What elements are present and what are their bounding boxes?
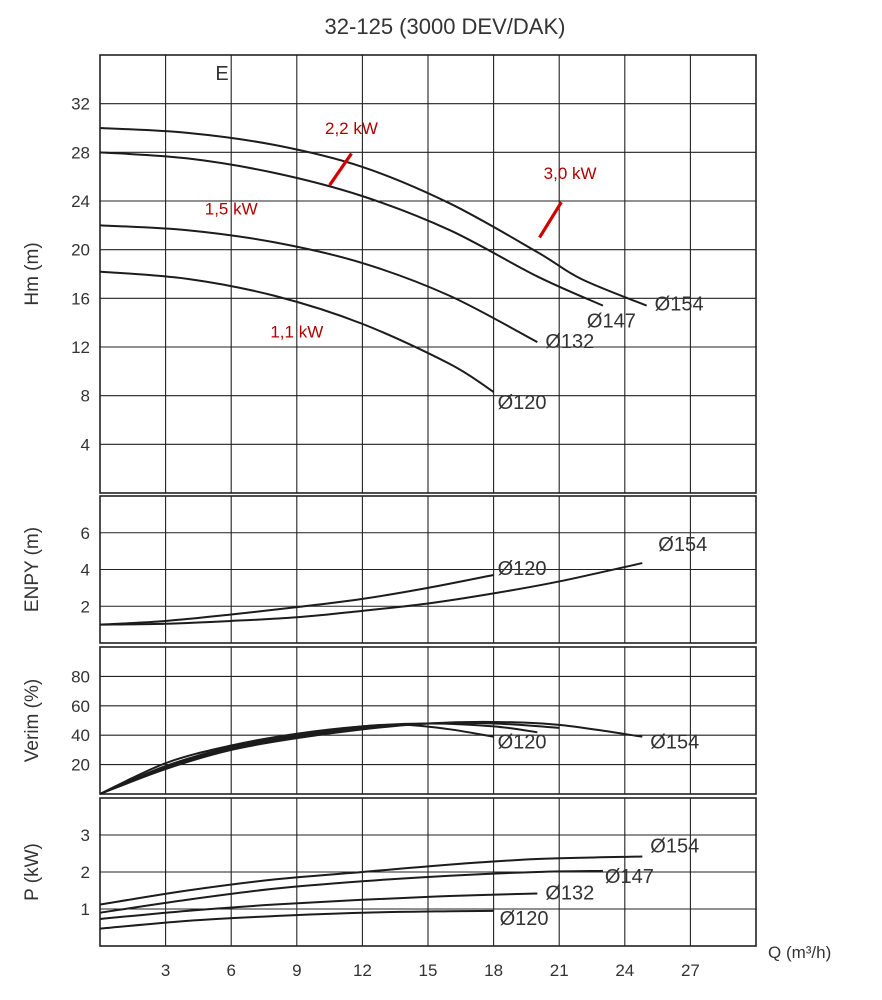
y-tick-label: 60 xyxy=(71,697,90,716)
x-tick-label: 3 xyxy=(161,961,170,980)
y-tick-label: 4 xyxy=(81,561,90,580)
y-tick-label: 20 xyxy=(71,241,90,260)
y-tick-label: 32 xyxy=(71,95,90,114)
y-axis-label: Verim (%) xyxy=(22,679,43,762)
panel-letter: E xyxy=(215,63,228,85)
series-label: Ø147 xyxy=(587,311,636,333)
x-axis-label: Q (m³/h) xyxy=(768,943,831,962)
x-tick-label: 9 xyxy=(292,961,301,980)
x-tick-label: 24 xyxy=(615,961,634,980)
x-tick-label: 21 xyxy=(550,961,569,980)
power-label: 2,2 kW xyxy=(325,119,378,138)
x-tick-label: 27 xyxy=(681,961,700,980)
series-label: Ø120 xyxy=(500,908,549,930)
series-label: Ø120 xyxy=(498,558,547,580)
series-label: Ø132 xyxy=(545,331,594,353)
panel-power: 1 2 3 P (kW) Ø154 Ø147 Ø132 Ø120 xyxy=(22,797,757,947)
y-tick-label: 1 xyxy=(81,900,90,919)
series-line xyxy=(99,869,603,914)
series-line xyxy=(99,574,494,626)
series-label: Ø120 xyxy=(498,392,547,414)
y-tick-label: 16 xyxy=(71,289,90,308)
y-tick-label: 20 xyxy=(71,756,90,775)
series-label: Ø154 xyxy=(650,835,699,857)
y-axis-label: Hm (m) xyxy=(22,242,43,305)
y-tick-label: 24 xyxy=(71,192,90,211)
panel-verim: 20 40 60 80 Verim (%) Ø120 Ø154 xyxy=(22,646,757,795)
y-tick-label: 40 xyxy=(71,726,90,745)
x-tick-label: 18 xyxy=(484,961,503,980)
y-tick-label: 6 xyxy=(81,524,90,543)
power-mark xyxy=(538,201,563,239)
series-label: Ø147 xyxy=(605,866,654,888)
series-line xyxy=(99,723,494,795)
chart-title: 32-125 (3000 DEV/DAK) xyxy=(325,14,566,39)
series-line xyxy=(99,720,643,795)
series-label: Ø120 xyxy=(498,732,547,754)
y-tick-label: 8 xyxy=(81,387,90,406)
panel-frame xyxy=(99,54,757,494)
series-line xyxy=(99,127,648,307)
series-line xyxy=(99,855,643,906)
series-line xyxy=(99,722,538,795)
series-line xyxy=(99,892,538,920)
power-mark xyxy=(328,152,353,187)
y-tick-label: 3 xyxy=(81,826,90,845)
y-tick-label: 2 xyxy=(81,863,90,882)
series-line xyxy=(99,224,538,344)
y-tick-label: 28 xyxy=(71,143,90,162)
y-tick-label: 4 xyxy=(81,435,90,454)
series-label: Ø154 xyxy=(655,294,704,316)
series-label: Ø154 xyxy=(650,732,699,754)
series-line xyxy=(99,562,643,626)
power-label: 1,1 kW xyxy=(270,322,323,341)
series-line xyxy=(99,721,560,795)
series-line xyxy=(99,909,494,930)
series-label: Ø154 xyxy=(658,534,707,556)
series-line xyxy=(99,151,604,307)
y-axis-label: P (kW) xyxy=(22,843,43,901)
panel-frame xyxy=(99,495,757,644)
power-label: 3,0 kW xyxy=(544,164,597,183)
x-tick-label: 6 xyxy=(226,961,235,980)
panel-enpy: 2 4 6 ENPY (m) Ø120 Ø154 xyxy=(22,495,757,644)
y-tick-label: 80 xyxy=(71,667,90,686)
series-label: Ø132 xyxy=(545,882,594,904)
power-label: 1,5 kW xyxy=(205,199,258,218)
panel-frame xyxy=(99,646,757,795)
x-tick-label: 15 xyxy=(419,961,438,980)
y-tick-label: 2 xyxy=(81,597,90,616)
series-line xyxy=(99,270,495,393)
y-axis-label: ENPY (m) xyxy=(22,527,43,612)
y-tick-label: 12 xyxy=(71,338,90,357)
panel-frame xyxy=(99,797,757,947)
x-tick-label: 12 xyxy=(353,961,372,980)
